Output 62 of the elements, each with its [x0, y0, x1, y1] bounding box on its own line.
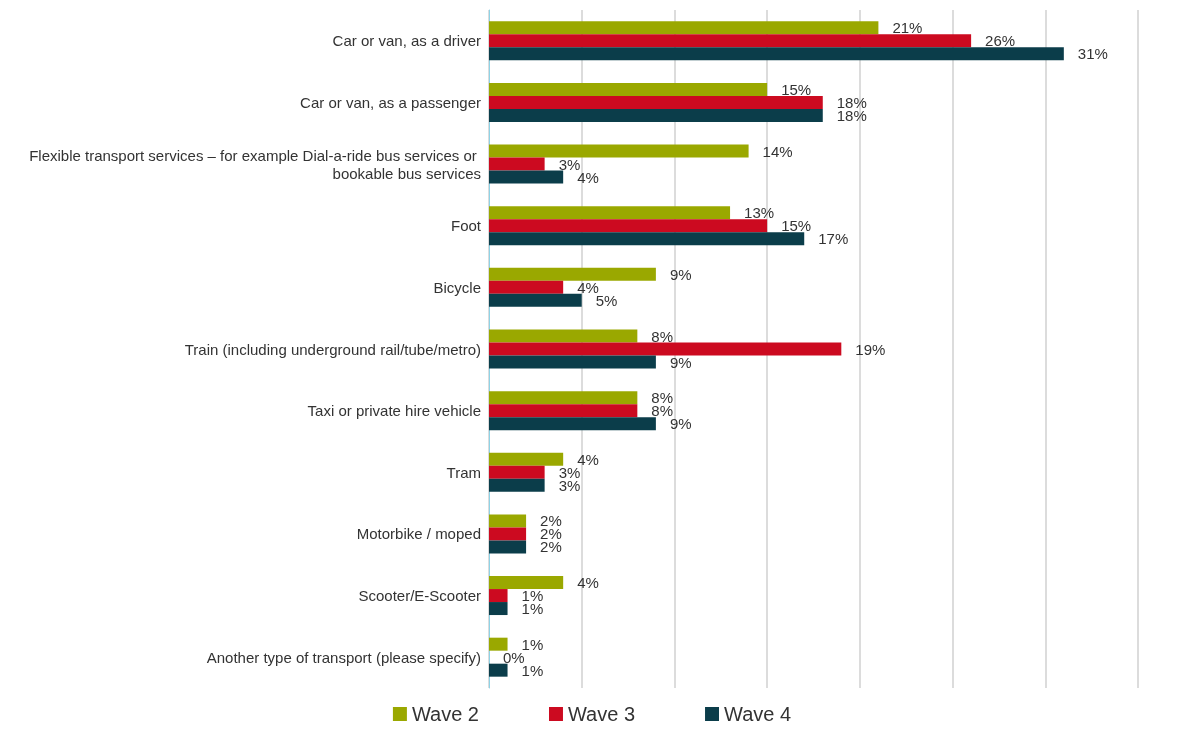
- y-tick-label: Bicycle: [433, 278, 481, 296]
- bar: [489, 206, 731, 220]
- y-tick-label: Car or van, as a driver: [332, 32, 481, 50]
- data-label: 15%: [781, 80, 812, 98]
- data-label: 18%: [836, 93, 867, 111]
- bar: [489, 219, 768, 233]
- bar: [489, 417, 656, 431]
- bar: [489, 602, 508, 616]
- legend-label: Wave 2: [411, 703, 479, 725]
- data-label: 3%: [558, 155, 581, 173]
- y-tick-label: Motorbike / moped: [356, 525, 481, 543]
- bar: [489, 108, 823, 122]
- y-tick-label: Flexible transport services – for example Dial-a-ride bus services or bookable bus services: [29, 146, 481, 182]
- bar: [489, 95, 823, 109]
- bar: [489, 82, 768, 96]
- data-label: 4%: [577, 278, 599, 296]
- bar: [489, 391, 638, 405]
- bar: [489, 34, 972, 48]
- y-tick-label: Car or van, as a passenger: [300, 93, 481, 111]
- bar: [489, 478, 545, 492]
- data-label: 15%: [781, 217, 812, 235]
- bar: [489, 342, 842, 356]
- data-label: 4%: [577, 574, 599, 592]
- y-tick-label: Tram: [446, 463, 481, 481]
- legend-label: Wave 4: [724, 703, 792, 725]
- bar: [489, 514, 527, 528]
- data-label: 17%: [818, 230, 849, 248]
- bar: [489, 329, 638, 343]
- data-label: 31%: [1077, 45, 1108, 63]
- bar: [489, 232, 805, 246]
- data-label: 14%: [762, 142, 793, 160]
- y-tick-label: Foot: [450, 217, 482, 235]
- bar: [489, 452, 564, 466]
- bar: [489, 637, 508, 651]
- data-label: 13%: [744, 204, 775, 222]
- data-label: 9%: [669, 353, 692, 371]
- bar: [489, 47, 1064, 61]
- bar: [489, 404, 638, 418]
- data-label: 9%: [669, 265, 692, 283]
- legend-label: Wave 3: [567, 703, 636, 725]
- bar: [489, 540, 527, 554]
- bar: [489, 157, 545, 171]
- bar: [489, 170, 564, 184]
- bar: [489, 144, 749, 158]
- bar: [489, 465, 545, 479]
- y-tick-label: Scooter/E-Scooter: [358, 587, 481, 605]
- data-label: 8%: [651, 327, 674, 345]
- bar: [489, 355, 656, 369]
- bar: [489, 589, 508, 603]
- y-tick-label: Another type of transport (please specify): [206, 648, 481, 666]
- bar: [489, 267, 656, 281]
- bar: [489, 576, 564, 590]
- bar: [489, 21, 879, 35]
- bar: [489, 280, 564, 294]
- bar: [489, 527, 527, 541]
- data-label: 21%: [892, 19, 923, 37]
- bar: [489, 663, 508, 677]
- data-label: 26%: [985, 32, 1016, 50]
- y-tick-label: Taxi or private hire vehicle: [307, 402, 481, 420]
- bar: [489, 293, 582, 307]
- y-tick-label: Train (including underground rail/tube/metro): [184, 340, 481, 358]
- data-label: 19%: [855, 340, 886, 358]
